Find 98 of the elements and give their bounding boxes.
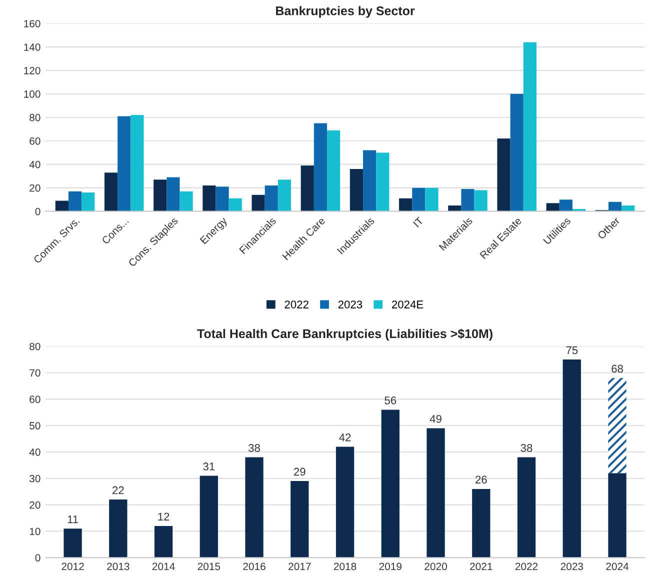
bar xyxy=(200,476,218,558)
y-tick-label: 160 xyxy=(24,20,40,28)
y-tick-label: 100 xyxy=(24,90,40,98)
bar xyxy=(350,169,364,212)
y-tick-label: 60 xyxy=(30,137,40,145)
bar xyxy=(425,188,438,212)
legend-label: 2022 xyxy=(284,300,308,308)
total-label: 11 xyxy=(68,515,78,524)
y-tick-label: 60 xyxy=(30,396,40,404)
total-label: 22 xyxy=(112,486,124,494)
bar xyxy=(154,180,167,212)
bar xyxy=(517,457,536,558)
bar xyxy=(472,488,490,558)
y-tick-label: 20 xyxy=(30,184,40,192)
bar xyxy=(104,172,118,212)
bar xyxy=(376,152,390,212)
bar xyxy=(510,94,524,212)
bar xyxy=(278,180,292,212)
chart-title: Bankruptcies by Sector xyxy=(276,6,415,18)
y-tick-label: 50 xyxy=(30,422,40,430)
y-tick-label: 140 xyxy=(24,43,40,51)
bar xyxy=(300,166,314,212)
total-label: 26 xyxy=(476,476,487,484)
x-tick-label: 2018 xyxy=(334,562,356,570)
bar xyxy=(622,205,635,212)
x-tick-label: 2019 xyxy=(379,562,402,570)
x-tick-label: 2013 xyxy=(107,562,130,570)
total-label: 12 xyxy=(158,512,170,520)
x-tick-label: 2016 xyxy=(243,562,266,570)
bar xyxy=(399,198,412,212)
x-tick-label: IT xyxy=(413,216,424,228)
bar xyxy=(461,189,474,212)
bar xyxy=(55,200,68,212)
bar xyxy=(608,378,626,474)
x-tick-label: 2014 xyxy=(152,562,175,570)
y-tick-label: 0 xyxy=(35,208,40,216)
total-label: 56 xyxy=(384,396,396,404)
bar xyxy=(327,130,340,212)
bar xyxy=(314,123,328,212)
bar xyxy=(264,185,278,212)
bar xyxy=(474,190,488,212)
y-tick-label: 80 xyxy=(30,342,40,350)
y-tick-label: 40 xyxy=(29,160,40,168)
bar xyxy=(166,177,180,212)
y-tick-label: 80 xyxy=(30,114,40,122)
bar xyxy=(608,473,626,558)
total-label: 38 xyxy=(248,444,260,452)
bar xyxy=(202,185,216,212)
chart-title: Total Health Care Bankruptcies (Liabilities >$10M) xyxy=(197,328,492,341)
y-tick-label: 40 xyxy=(29,448,40,456)
legend-label: 2023 xyxy=(338,300,362,308)
bar xyxy=(216,186,229,212)
x-tick-label: 2012 xyxy=(62,562,84,570)
bar xyxy=(426,428,445,558)
bar xyxy=(448,205,462,212)
legend-label: 2024E xyxy=(392,300,424,308)
bar xyxy=(118,116,131,212)
x-tick-label: 2023 xyxy=(560,562,584,570)
y-tick-label: 70 xyxy=(30,369,40,377)
total-label: 42 xyxy=(339,433,351,442)
bar xyxy=(559,200,572,212)
bar xyxy=(245,457,264,558)
x-tick-label: 2020 xyxy=(424,562,447,570)
bar xyxy=(290,481,309,558)
total-label: 75 xyxy=(566,346,578,354)
bar xyxy=(252,194,265,212)
bar xyxy=(130,115,144,212)
y-tick-label: 120 xyxy=(24,66,40,74)
y-tick-label: 10 xyxy=(30,528,40,536)
x-tick-label: 2015 xyxy=(198,562,220,570)
bar xyxy=(412,188,426,212)
bar xyxy=(154,526,173,558)
total-label: 31 xyxy=(203,462,215,470)
total-label: 38 xyxy=(520,444,532,452)
y-tick-label: 20 xyxy=(30,501,40,509)
x-tick-label: 2021 xyxy=(470,562,492,570)
total-label: 49 xyxy=(430,414,442,423)
total-label: 29 xyxy=(294,468,306,476)
y-tick-label: 0 xyxy=(35,554,40,562)
bar xyxy=(381,410,400,558)
x-tick-label: 2022 xyxy=(515,562,538,570)
y-tick-label: 30 xyxy=(30,474,40,482)
x-tick-label: 2017 xyxy=(288,562,311,570)
bar xyxy=(562,360,581,558)
bar xyxy=(608,202,622,212)
total-label: 68 xyxy=(612,364,623,373)
bar xyxy=(523,42,536,212)
bar xyxy=(363,150,376,212)
bar xyxy=(336,446,354,558)
bar xyxy=(64,528,82,558)
bar xyxy=(68,191,82,212)
bar xyxy=(497,138,510,212)
bar xyxy=(82,192,95,212)
bar xyxy=(546,203,560,212)
x-tick-label: 2024 xyxy=(606,562,629,570)
bar xyxy=(180,191,193,212)
bar xyxy=(109,500,128,558)
bar xyxy=(228,198,242,212)
